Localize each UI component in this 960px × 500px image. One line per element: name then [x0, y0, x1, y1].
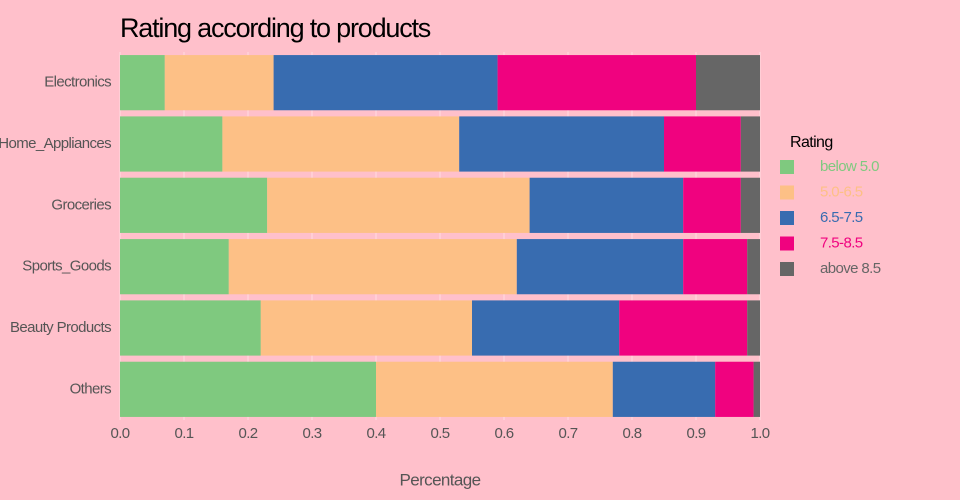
y-tick-label: Home_Appliances [0, 135, 111, 152]
bar-segment [612, 361, 716, 417]
legend-label: above 8.5 [820, 260, 881, 277]
bar-segment [222, 116, 460, 172]
legend-title: Rating [790, 134, 833, 151]
x-tick-label: 0.4 [366, 425, 385, 442]
legend-label: 7.5-8.5 [820, 234, 863, 251]
bar-segment [715, 361, 754, 417]
bar-segment [529, 177, 684, 233]
x-tick-label: 0.8 [622, 425, 641, 442]
bar-segment [120, 300, 261, 356]
legend-swatch [780, 160, 794, 174]
legend-swatch [780, 236, 794, 251]
bar-segment [120, 55, 165, 111]
bar-segment [228, 239, 517, 295]
bar-segment [747, 300, 760, 356]
y-tick-label: Beauty Products [10, 319, 111, 336]
bar-segment [120, 239, 229, 295]
bar-segment [683, 177, 741, 233]
bar-segment [459, 116, 664, 172]
x-axis-label: Percentage [400, 470, 481, 489]
x-tick-label: 0.2 [238, 425, 257, 442]
bar-segment [619, 300, 748, 356]
y-tick-label: Sports_Goods [22, 258, 111, 275]
y-tick-label: Groceries [51, 196, 111, 213]
bar-segment [683, 239, 748, 295]
bar-segment [740, 177, 760, 233]
bar-segment [376, 361, 613, 417]
bar-segment [472, 300, 620, 356]
y-tick-label: Electronics [44, 74, 111, 91]
bar-segment [120, 116, 223, 172]
x-tick-label: 0.0 [110, 425, 129, 442]
legend-swatch [780, 211, 794, 225]
y-tick-label: Others [70, 380, 112, 397]
bar-segment [164, 55, 274, 111]
bar-segment [516, 239, 684, 295]
x-tick-label: 0.3 [302, 425, 321, 442]
bar-segment [747, 239, 760, 295]
legend-label: 5.0-6.5 [820, 183, 863, 200]
x-tick-label: 0.9 [686, 425, 705, 442]
legend-swatch [780, 185, 794, 200]
legend-label: 6.5-7.5 [820, 209, 863, 226]
bar-segment [267, 177, 530, 233]
legend-swatch [780, 262, 794, 276]
bar-segment [273, 55, 498, 111]
x-tick-label: 0.7 [558, 425, 577, 442]
bar-segment [664, 116, 741, 172]
x-tick-label: 0.6 [494, 425, 513, 442]
bar-segment [696, 55, 760, 111]
chart-title: Rating according to products [120, 13, 431, 43]
bar-segment [740, 116, 760, 172]
x-tick-label: 0.1 [174, 425, 193, 442]
bar-segment [753, 361, 760, 417]
bar-segment [120, 361, 376, 417]
legend-label: below 5.0 [820, 158, 879, 175]
x-tick-label: 0.5 [430, 425, 449, 442]
bar-segment [497, 55, 696, 111]
bar-segment [260, 300, 472, 356]
bar-segment [120, 177, 268, 233]
x-tick-label: 1.0 [750, 425, 769, 442]
